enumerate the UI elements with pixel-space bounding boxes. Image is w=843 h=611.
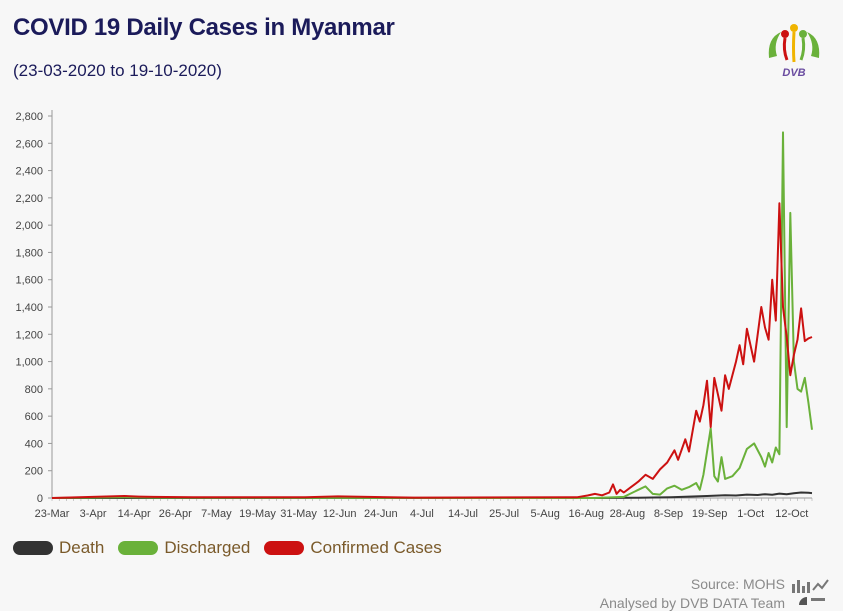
x-tick-label: 28-Aug (610, 508, 645, 520)
x-tick-label: 19-Sep (692, 508, 727, 520)
x-tick-label: 14-Jul (448, 508, 478, 520)
x-tick-label: 3-Apr (80, 508, 107, 520)
legend-swatch-discharged (118, 541, 159, 555)
chart-title: COVID 19 Daily Cases in Myanmar (13, 14, 395, 41)
y-tick-label: 800 (25, 384, 43, 396)
series-line-confirmed-cases (51, 202, 813, 499)
x-tick-label: 16-Aug (569, 508, 604, 520)
y-tick-label: 0 (37, 493, 43, 505)
x-tick-label: 31-May (280, 508, 317, 520)
legend-item-discharged[interactable]: Discharged (118, 538, 250, 558)
x-tick-label: 23-Mar (35, 508, 70, 520)
x-tick-label: 14-Apr (118, 508, 151, 520)
legend-label-discharged: Discharged (164, 538, 251, 557)
y-tick-label: 400 (25, 438, 43, 450)
y-tick-label: 2,200 (15, 193, 43, 205)
logo-text: DVB (782, 67, 805, 79)
source-text: Source: MOHS (690, 576, 785, 592)
axes: 0 200 400 600 800 1,000 1,200 1,400 1,600 1,800 2,… (15, 110, 813, 520)
legend-item-confirmed[interactable]: Confirmed Cases (264, 538, 442, 558)
x-tick-label: 19-May (239, 508, 276, 520)
x-tick-label: 24-Jun (364, 508, 398, 520)
y-tick-label: 1,800 (15, 247, 43, 259)
x-tick-label: 8-Sep (654, 508, 683, 520)
chart-subtitle: (23-03-2020 to 19-10-2020) (13, 61, 222, 80)
x-tick-label: 12-Oct (775, 508, 808, 520)
series-layer (51, 131, 813, 499)
y-tick-label: 600 (25, 411, 43, 423)
x-tick-label: 26-Apr (159, 508, 192, 520)
series-line-death (52, 491, 813, 499)
x-tick-label: 4-Jul (410, 508, 434, 520)
series-line-discharged (51, 131, 813, 499)
legend-item-death[interactable]: Death (13, 538, 104, 558)
y-tick-label: 2,400 (15, 166, 43, 178)
y-tick-label: 2,800 (15, 111, 43, 123)
dvb-logo-icon: DVB (768, 24, 820, 79)
x-tick-label: 5-Aug (531, 508, 560, 520)
x-tick-label: 12-Jun (323, 508, 357, 520)
bar-line-chart-icon (792, 579, 829, 593)
pie-chart-icon (799, 597, 825, 605)
legend: Death Discharged Confirmed Cases (13, 538, 456, 558)
y-tick-label: 1,200 (15, 329, 43, 341)
credit-text: Analysed by DVB DATA Team (599, 595, 785, 611)
legend-swatch-confirmed (264, 541, 305, 555)
y-tick-label: 2,600 (15, 138, 43, 150)
x-tick-label: 1-Oct (737, 508, 764, 520)
legend-swatch-death (13, 541, 53, 555)
y-tick-label: 2,000 (15, 220, 43, 232)
legend-label-death: Death (59, 538, 105, 557)
y-tick-label: 1,000 (15, 357, 43, 369)
legend-label-confirmed: Confirmed Cases (310, 538, 442, 557)
y-tick-label: 1,600 (15, 275, 43, 287)
y-tick-label: 200 (25, 466, 43, 478)
y-tick-label: 1,400 (15, 302, 43, 314)
x-tick-label: 25-Jul (489, 508, 519, 520)
x-tick-label: 7-May (201, 508, 232, 520)
